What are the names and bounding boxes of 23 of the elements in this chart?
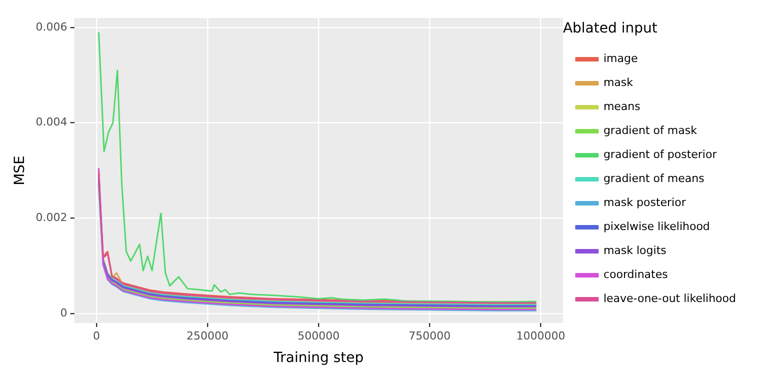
y-tick-label: 0.004 [36, 116, 68, 129]
legend-label: image [603, 52, 638, 66]
legend-label: leave-one-out likelihood [603, 292, 736, 306]
x-axis-title: Training step [272, 350, 364, 366]
legend-label: gradient of mask [603, 124, 698, 138]
x-tick-label: 750000 [408, 329, 451, 342]
y-tick-label: 0.002 [36, 211, 68, 224]
x-tick-label: 0 [93, 329, 100, 342]
legend-label: pixelwise likelihood [603, 220, 710, 234]
legend-label: mask [603, 76, 634, 90]
legend-label: gradient of means [603, 172, 705, 186]
y-tick-label: 0.006 [36, 20, 68, 34]
x-tick-label: 250000 [186, 329, 229, 342]
legend-label: means [603, 100, 641, 114]
legend-label: mask logits [603, 244, 667, 258]
legend-title: Ablated input [562, 20, 658, 37]
legend-label: coordinates [603, 268, 668, 282]
legend-label: mask posterior [603, 196, 686, 210]
legend-label: gradient of posterior [603, 148, 718, 162]
y-axis-title: MSE [12, 156, 28, 186]
x-tick-label: 500000 [298, 329, 340, 342]
y-tick-label: 0 [60, 306, 68, 320]
x-tick-label: 1000000 [516, 329, 566, 342]
